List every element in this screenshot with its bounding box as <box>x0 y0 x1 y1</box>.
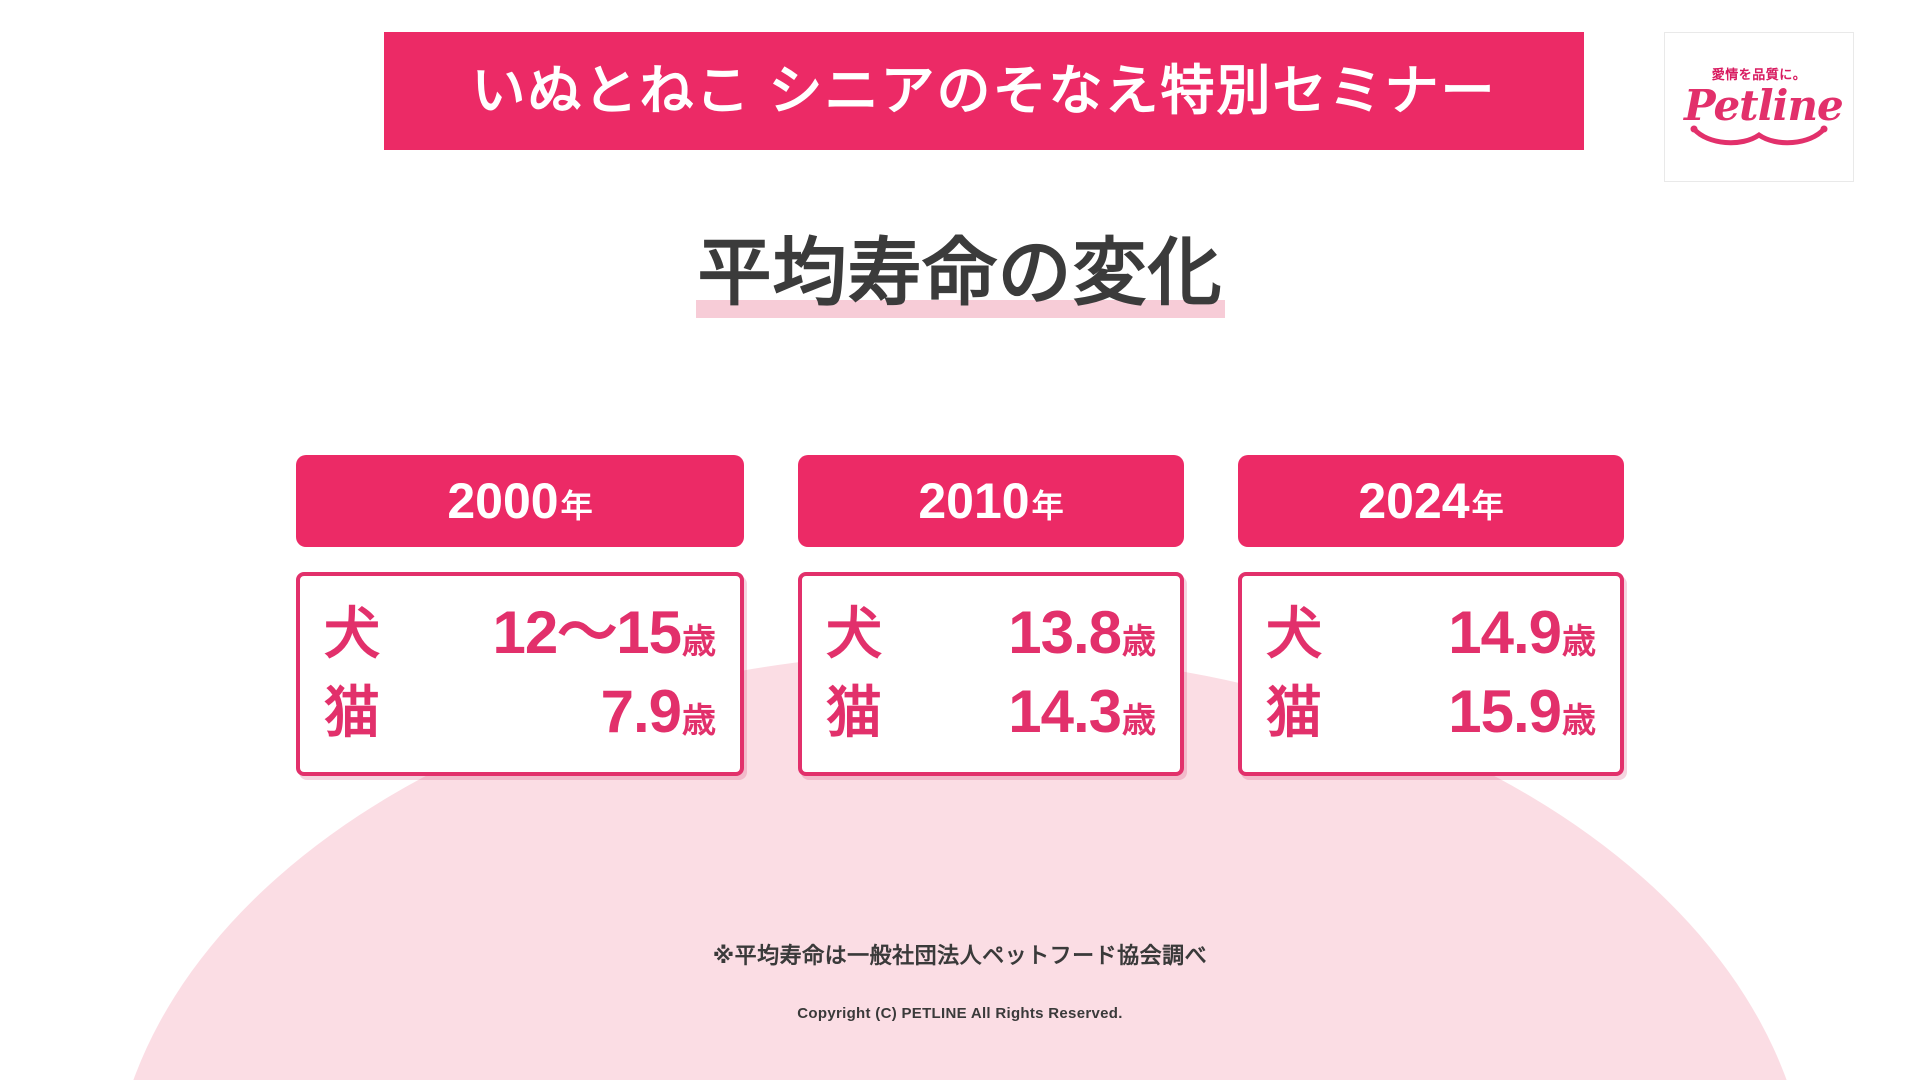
lifespan-value: 12〜15 <box>492 599 682 666</box>
year-badge: 2010 年 <box>798 455 1184 547</box>
lifespan-value: 14.3 <box>1008 677 1122 745</box>
lifespan-value-box: 犬 13.8 歳 猫 14.3 歳 <box>798 572 1184 776</box>
lifespan-row-cat: 猫 14.3 歳 <box>826 677 1156 748</box>
lifespan-unit: 歳 <box>1562 701 1596 740</box>
animal-label: 犬 <box>1266 602 1322 665</box>
lifespan-value: 15.9 <box>1448 677 1562 745</box>
lifespan-row-dog: 犬 13.8 歳 <box>826 598 1156 669</box>
petline-swoosh-icon <box>1690 125 1828 145</box>
animal-label: 犬 <box>324 602 380 665</box>
lifespan-row-cat: 猫 7.9 歳 <box>324 677 716 748</box>
lifespan-card-group: 2000 年 犬 12〜15 歳 猫 7.9 歳 <box>0 455 1920 776</box>
seminar-title-band: いぬとねこ シニアのそなえ特別セミナー <box>384 32 1584 150</box>
year-number: 2000 <box>447 473 559 529</box>
lifespan-card: 2024 年 犬 14.9 歳 猫 15.9 歳 <box>1238 455 1624 776</box>
seminar-title-text: いぬとねこ シニアのそなえ特別セミナー <box>471 61 1497 121</box>
logo-wordmark-text: Petline <box>1684 80 1844 130</box>
lifespan-unit: 歳 <box>1562 623 1596 661</box>
animal-label: 猫 <box>324 680 380 744</box>
lifespan-unit: 歳 <box>682 701 716 740</box>
year-number: 2024 <box>1358 473 1470 529</box>
year-badge: 2000 年 <box>296 455 744 547</box>
lifespan-row-dog: 犬 14.9 歳 <box>1266 598 1596 669</box>
year-suffix: 年 <box>1031 488 1064 524</box>
animal-label: 猫 <box>1266 680 1322 744</box>
animal-label: 猫 <box>826 680 882 744</box>
copyright-text: Copyright (C) PETLINE All Rights Reserve… <box>797 1005 1123 1022</box>
lifespan-unit: 歳 <box>682 623 716 661</box>
lifespan-card: 2000 年 犬 12〜15 歳 猫 7.9 歳 <box>296 455 744 776</box>
year-suffix: 年 <box>560 488 593 524</box>
lifespan-value: 7.9 <box>600 677 682 745</box>
lifespan-value-box: 犬 12〜15 歳 猫 7.9 歳 <box>296 572 744 776</box>
petline-logo: 愛情を品質に。 Petline <box>1664 32 1854 182</box>
lifespan-unit: 歳 <box>1122 623 1156 661</box>
year-badge: 2024 年 <box>1238 455 1624 547</box>
lifespan-row-cat: 猫 15.9 歳 <box>1266 677 1596 748</box>
page-title-text: 平均寿命の変化 <box>697 231 1223 314</box>
lifespan-unit: 歳 <box>1122 701 1156 740</box>
lifespan-value: 13.8 <box>1008 599 1122 666</box>
lifespan-card: 2010 年 犬 13.8 歳 猫 14.3 歳 <box>798 455 1184 776</box>
lifespan-value: 14.9 <box>1448 599 1562 666</box>
logo-tagline-text: 愛情を品質に。 <box>1711 66 1807 82</box>
lifespan-value-box: 犬 14.9 歳 猫 15.9 歳 <box>1238 572 1624 776</box>
lifespan-row-dog: 犬 12〜15 歳 <box>324 598 716 669</box>
animal-label: 犬 <box>826 602 882 665</box>
year-number: 2010 <box>918 473 1030 529</box>
page-title-inner: 平均寿命の変化 <box>692 236 1229 318</box>
logo-wordmark-group: Petline <box>1684 80 1844 147</box>
page-title: 平均寿命の変化 <box>0 236 1920 318</box>
year-suffix: 年 <box>1471 488 1504 524</box>
source-footnote: ※平均寿命は一般社団法人ペットフード協会調べ <box>712 943 1208 968</box>
